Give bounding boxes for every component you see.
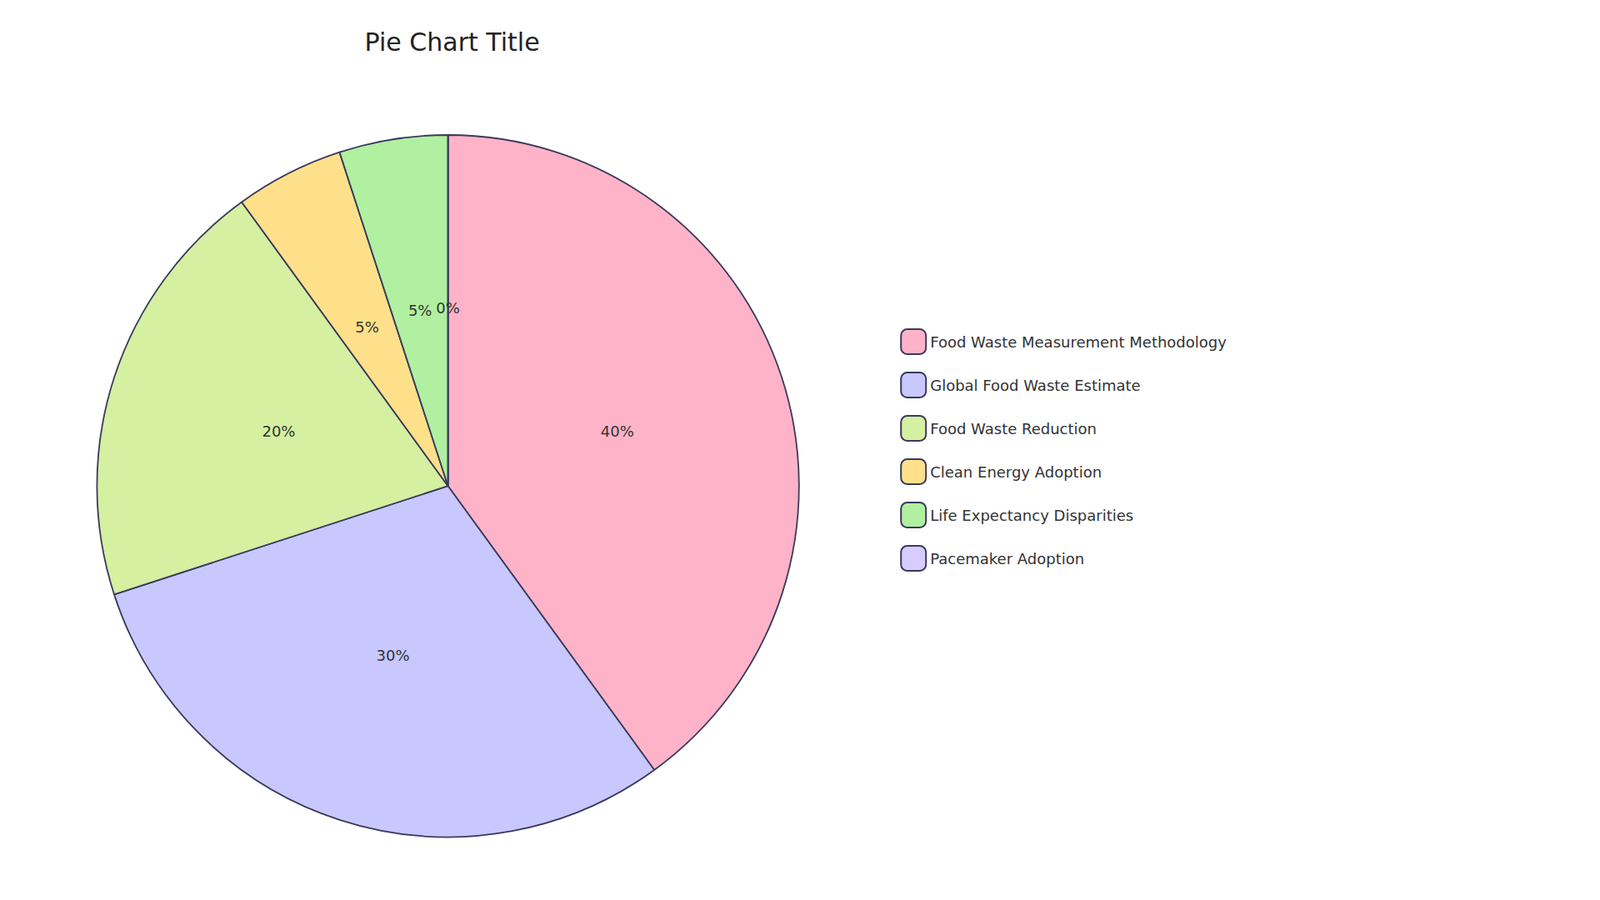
svg-text:Clean Energy Adoption: Clean Energy Adoption: [930, 463, 1102, 481]
svg-text:5%: 5%: [408, 301, 433, 320]
svg-text:Food Waste Measurement Methodo: Food Waste Measurement Methodology: [930, 333, 1227, 351]
svg-text:0%: 0%: [435, 299, 460, 317]
svg-text:20%: 20%: [261, 422, 295, 440]
svg-text:5%: 5%: [355, 318, 380, 336]
svg-text:Pacemaker Adoption: Pacemaker Adoption: [930, 550, 1085, 568]
svg-text:Food Waste Reduction: Food Waste Reduction: [930, 420, 1097, 438]
svg-text:Pie Chart Title: Pie Chart Title: [365, 27, 540, 57]
svg-text:Global Food Waste Estimate: Global Food Waste Estimate: [930, 376, 1140, 395]
svg-text:30%: 30%: [376, 646, 410, 665]
svg-text:Life Expectancy Disparities: Life Expectancy Disparities: [930, 506, 1134, 525]
svg-text:40%: 40%: [600, 422, 635, 440]
